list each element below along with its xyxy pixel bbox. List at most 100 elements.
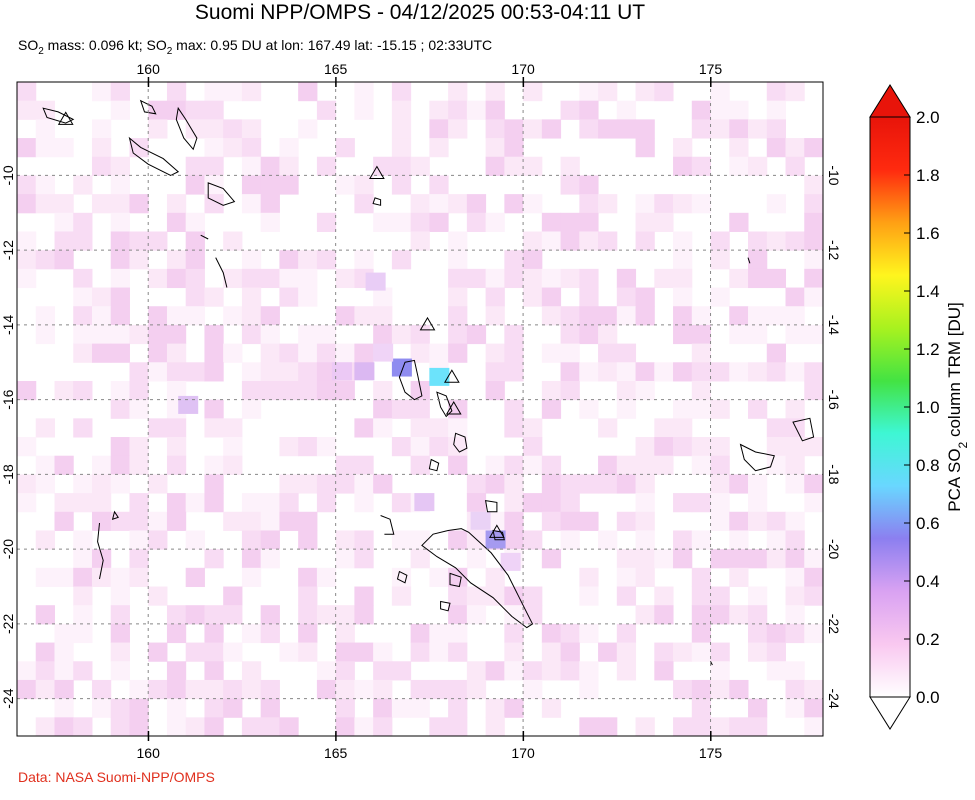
so2-cell <box>504 530 524 550</box>
so2-cell <box>204 679 224 700</box>
so2-cell <box>804 194 824 214</box>
so2-cell <box>316 493 337 513</box>
so2-cell <box>691 324 712 345</box>
so2-cell <box>316 362 337 382</box>
so2-cell <box>560 380 580 401</box>
so2-cell <box>429 623 449 644</box>
so2-cell <box>35 250 55 270</box>
so2-cell <box>785 418 805 438</box>
so2-cell <box>260 511 280 531</box>
so2-cell <box>504 493 524 513</box>
so2-cell <box>541 268 562 289</box>
so2-cell <box>298 605 318 625</box>
island-coastline <box>792 417 815 442</box>
so2-cell <box>448 82 468 102</box>
so2-cell <box>73 586 93 606</box>
so2-cell <box>785 511 805 531</box>
so2-cell <box>560 231 580 251</box>
so2-cell <box>148 642 168 662</box>
so2-cell <box>766 306 787 326</box>
so2-cell <box>73 661 93 681</box>
so2-cell <box>748 642 768 662</box>
so2-cell <box>616 362 637 382</box>
so2-cell <box>279 474 299 494</box>
lat-tick-label-left: -18 <box>0 464 16 484</box>
so2-cell <box>110 399 130 419</box>
so2-cell <box>410 399 430 419</box>
so2-cell <box>279 437 299 457</box>
so2-cell <box>541 511 562 531</box>
so2-cell <box>279 287 299 307</box>
so2-cell <box>73 530 93 550</box>
so2-cell <box>166 82 187 102</box>
so2-cell <box>129 698 149 718</box>
so2-cell <box>691 100 712 120</box>
so2-cell <box>654 362 674 382</box>
so2-cell <box>260 679 280 700</box>
so2-cell <box>785 567 805 588</box>
so2-cell <box>635 119 655 139</box>
so2-cell <box>373 399 393 419</box>
so2-cell <box>316 661 337 681</box>
so2-cell <box>579 623 599 644</box>
so2-cell <box>91 493 112 513</box>
so2-cell <box>166 194 187 214</box>
so2-cell <box>223 455 243 475</box>
so2-cell <box>185 287 205 307</box>
so2-cell <box>748 698 768 718</box>
so2-cell <box>241 362 262 382</box>
so2-cell <box>148 231 168 251</box>
so2-cell <box>579 306 599 326</box>
island-coastline <box>739 443 775 472</box>
so2-cell <box>448 250 468 270</box>
so2-cell <box>129 380 149 401</box>
so2-cell <box>35 530 55 550</box>
so2-cell <box>560 661 580 681</box>
so2-cell <box>470 511 491 530</box>
so2-cell <box>110 175 130 195</box>
so2-cell <box>654 194 674 214</box>
so2-cell <box>804 679 824 700</box>
so2-cell <box>448 623 468 644</box>
so2-cell <box>729 679 749 700</box>
so2-cell <box>148 343 168 363</box>
so2-cell <box>635 362 655 382</box>
so2-cell <box>166 306 187 326</box>
so2-cell <box>785 306 805 326</box>
so2-cell <box>129 231 149 251</box>
so2-cell <box>635 82 655 102</box>
so2-cell <box>279 380 299 401</box>
so2-cell <box>91 82 112 102</box>
so2-cell <box>729 268 749 289</box>
so2-cell <box>17 231 37 251</box>
colorbar-tick-label: 0.2 <box>916 630 940 649</box>
so2-cell <box>373 418 393 438</box>
lat-tick-label-left: -10 <box>0 165 16 185</box>
coastline-layer <box>42 99 815 666</box>
so2-cell <box>579 474 599 494</box>
so2-cell <box>598 474 618 494</box>
so2-cell <box>448 306 468 326</box>
so2-cell <box>335 268 355 289</box>
so2-cell <box>429 194 449 214</box>
so2-cell <box>110 268 130 289</box>
so2-cell <box>654 642 674 662</box>
so2-cell <box>748 119 768 139</box>
so2-cell <box>316 605 337 625</box>
so2-cell <box>35 717 55 737</box>
so2-cell <box>223 437 243 457</box>
so2-cell <box>654 437 674 457</box>
so2-cell <box>410 156 430 176</box>
so2-cell <box>748 586 768 606</box>
graticule-layer <box>17 82 823 736</box>
island-coastline <box>396 570 408 584</box>
so2-cell <box>429 437 449 457</box>
so2-cell <box>560 156 580 176</box>
lat-tick-label-left: -14 <box>0 315 16 335</box>
so2-cell <box>523 679 543 700</box>
so2-cell <box>560 306 580 326</box>
so2-cell <box>766 194 787 214</box>
so2-cell <box>523 268 543 289</box>
so2-cell <box>166 698 187 718</box>
island-coastline <box>128 136 180 176</box>
